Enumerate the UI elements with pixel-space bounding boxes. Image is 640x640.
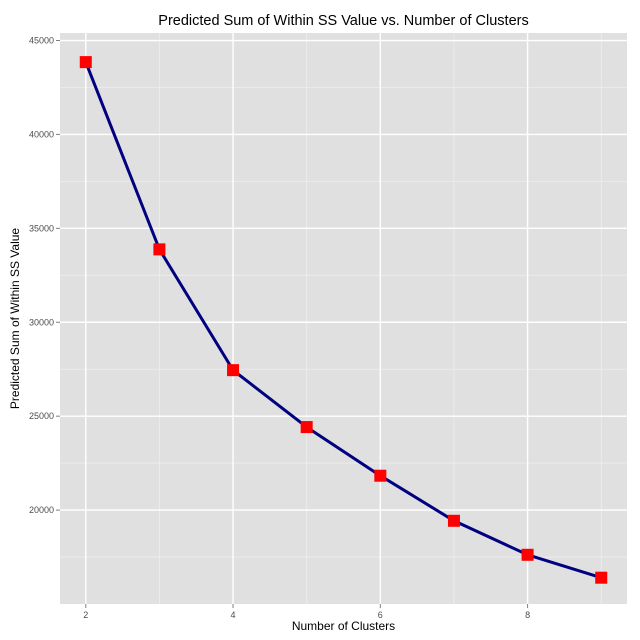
- x-tick-label: 8: [525, 610, 530, 620]
- y-tick-label: 20000: [29, 505, 54, 515]
- y-axis-title: Predicted Sum of Within SS Value: [8, 228, 22, 410]
- y-tick-label: 30000: [29, 317, 54, 327]
- data-point-marker: [595, 571, 608, 584]
- x-tick-label: 2: [83, 610, 88, 620]
- x-axis-ticks: 2 4 6 8: [83, 604, 530, 620]
- data-point-marker: [374, 469, 387, 482]
- data-point-marker: [153, 243, 166, 256]
- data-points: [79, 56, 608, 584]
- y-tick-label: 45000: [29, 36, 54, 46]
- data-point-marker: [447, 514, 460, 527]
- plot-panel: [60, 33, 627, 604]
- x-axis-title: Number of Clusters: [292, 619, 395, 633]
- data-point-marker: [300, 421, 313, 434]
- x-tick-label: 4: [231, 610, 236, 620]
- minor-gridlines: [60, 33, 627, 604]
- x-tick-label: 6: [378, 610, 383, 620]
- data-point-marker: [521, 548, 534, 561]
- y-tick-label: 35000: [29, 223, 54, 233]
- y-tick-label: 25000: [29, 411, 54, 421]
- y-tick-label: 40000: [29, 129, 54, 139]
- data-point-marker: [79, 56, 92, 69]
- chart-title: Predicted Sum of Within SS Value vs. Num…: [158, 13, 528, 29]
- major-gridlines: [60, 33, 627, 604]
- y-axis-ticks: 20000 25000 30000 35000 40000 45000: [29, 36, 60, 515]
- series-line: [84, 61, 602, 580]
- data-point-marker: [227, 364, 240, 377]
